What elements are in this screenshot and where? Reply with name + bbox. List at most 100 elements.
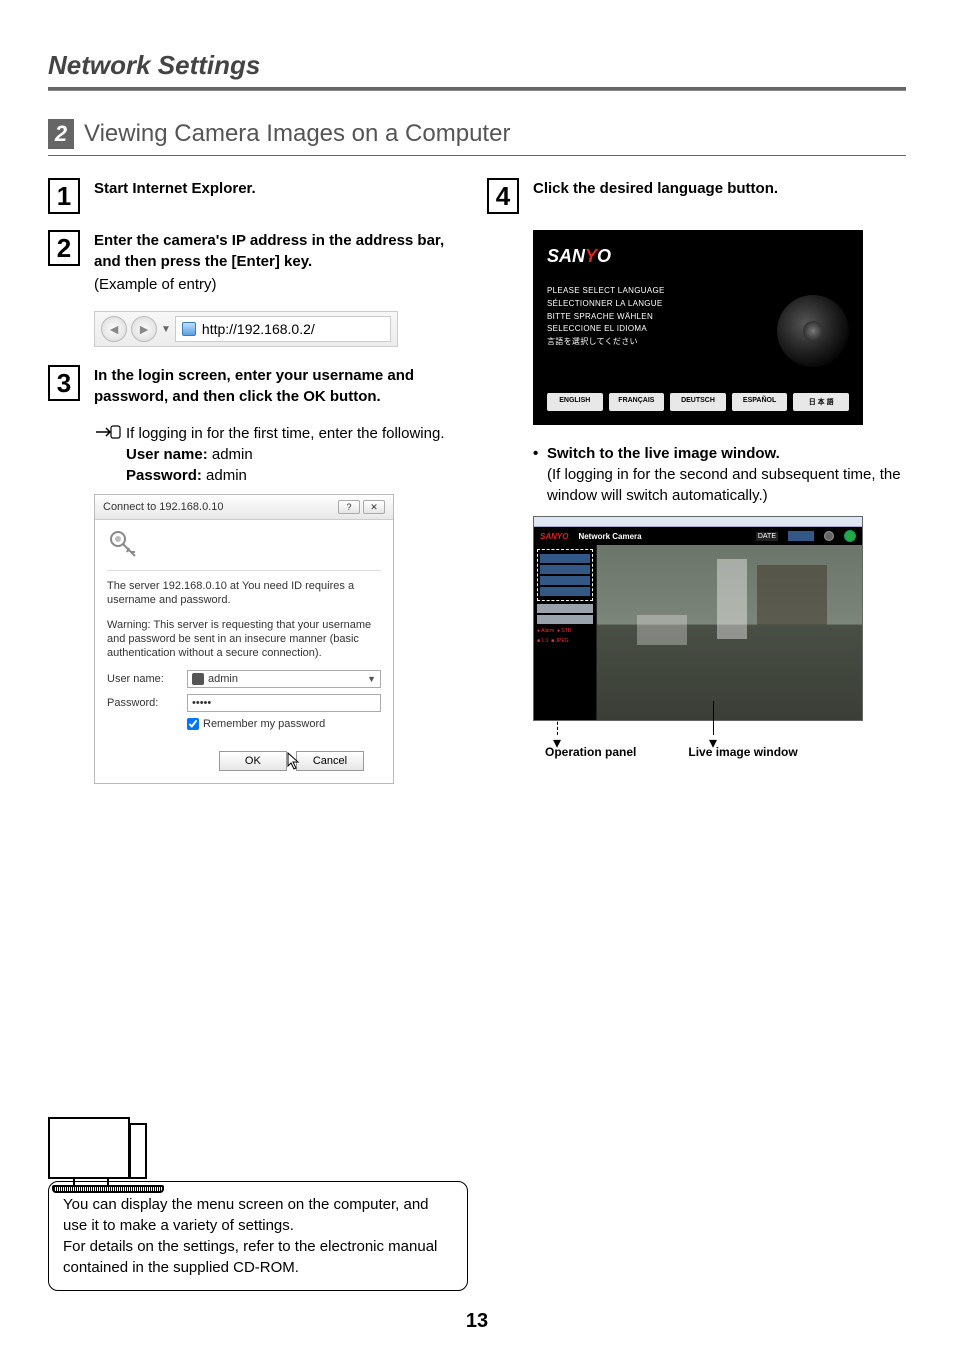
ie-icon (182, 322, 196, 336)
lang-line: SÉLECTIONNER LA LANGUE (547, 298, 665, 311)
step-3: 3 In the login screen, enter your userna… (48, 365, 467, 407)
page-title: Network Settings (48, 50, 906, 81)
tower-icon (129, 1123, 147, 1179)
remember-label: Remember my password (203, 718, 325, 730)
key-icon (107, 528, 139, 560)
panel-button[interactable] (537, 615, 593, 624)
url-field[interactable]: http://192.168.0.2/ (175, 316, 391, 342)
live-title: Network Camera (578, 532, 641, 541)
dlg-username-label: User name: (107, 673, 187, 685)
right-column: 4 Click the desired language button. SAN… (487, 178, 906, 784)
step-heading: In the login screen, enter your username… (94, 365, 467, 407)
dropdown-icon[interactable]: ▼ (367, 674, 376, 684)
nav-back-button[interactable]: ◄ (101, 316, 127, 342)
close-button[interactable]: ✕ (363, 500, 385, 514)
bullet-heading: Switch to the live image window. (547, 445, 780, 462)
operation-panel[interactable]: ● Alarm ● STB ■ 1:1 ■ JPEG (534, 545, 596, 720)
dialog-title: Connect to 192.168.0.10 (103, 501, 223, 513)
step-subtext: (Example of entry) (94, 274, 467, 295)
user-icon (192, 673, 204, 685)
lang-button-japanese[interactable]: 日 本 語 (793, 393, 849, 411)
lang-line: SELECCIONE EL IDIOMA (547, 323, 665, 336)
lang-button-english[interactable]: ENGLISH (547, 393, 603, 411)
title-rule (48, 87, 906, 91)
panel-group-dashed (537, 549, 593, 601)
tip-box: You can display the menu screen on the c… (48, 1181, 468, 1291)
lang-line: BITTE SPRACHE WÄHLEN (547, 311, 665, 324)
dialog-message-2: Warning: This server is requesting that … (107, 618, 381, 661)
live-view-window: SANYO Network Camera DATE ● (533, 516, 863, 721)
panel-button[interactable] (540, 587, 590, 596)
arrow-view-head: ▾ (709, 733, 717, 753)
arrow-panel (557, 691, 558, 735)
dialog-message-1: The server 192.168.0.10 at You need ID r… (107, 579, 381, 608)
dlg-password-value: ••••• (192, 697, 211, 709)
panel-button[interactable] (540, 565, 590, 574)
section-rule (48, 155, 906, 156)
pointer-icon (94, 423, 126, 486)
note-text: If logging in for the first time, enter … (126, 425, 445, 442)
step-4: 4 Click the desired language button. (487, 178, 906, 214)
nav-dropdown-icon[interactable]: ▼ (161, 324, 171, 335)
language-prompt-lines: PLEASE SELECT LANGUAGE SÉLECTIONNER LA L… (547, 285, 665, 367)
dlg-username-field[interactable]: admin ▼ (187, 670, 381, 688)
step-1: 1 Start Internet Explorer. (48, 178, 467, 214)
lang-line: PLEASE SELECT LANGUAGE (547, 285, 665, 298)
live-header: SANYO Network Camera DATE (534, 527, 862, 545)
brand-small: SANYO (540, 532, 568, 541)
tip-line-1: You can display the menu screen on the c… (63, 1196, 429, 1234)
help-button[interactable]: ? (338, 500, 360, 514)
remember-checkbox[interactable] (187, 718, 199, 730)
username-value: admin (212, 446, 253, 463)
step-number: 4 (487, 178, 519, 214)
monitor-icon (48, 1117, 130, 1179)
brand-logo: SANYO (547, 246, 849, 267)
bullet-icon: • (533, 443, 547, 506)
section-number: 2 (48, 119, 74, 149)
panel-button[interactable] (540, 554, 590, 563)
date-value (788, 531, 814, 541)
password-label: Password: (126, 467, 202, 484)
step-2: 2 Enter the camera's IP address in the a… (48, 230, 467, 295)
ok-button[interactable]: OK (219, 751, 287, 771)
panel-button[interactable] (540, 576, 590, 585)
password-value: admin (206, 467, 247, 484)
dlg-password-field[interactable]: ••••• (187, 694, 381, 712)
page-number: 13 (0, 1310, 954, 1333)
username-label: User name: (126, 446, 208, 463)
url-text: http://192.168.0.2/ (202, 321, 315, 337)
step-number: 1 (48, 178, 80, 214)
panel-status: ● Alarm ● STB (537, 628, 593, 634)
browser-toolbar (534, 517, 862, 527)
lang-button-espanol[interactable]: ESPAÑOL (732, 393, 788, 411)
section-header: 2 Viewing Camera Images on a Computer (48, 119, 906, 149)
arrow-view (713, 701, 714, 735)
dlg-username-value: admin (208, 673, 238, 685)
date-label: DATE (756, 532, 778, 541)
caption-live-window: Live image window (688, 745, 797, 759)
lang-line: 言語を選択してください (547, 336, 665, 349)
dialog-titlebar: Connect to 192.168.0.10 ? ✕ (95, 495, 393, 520)
language-select-screen: SANYO PLEASE SELECT LANGUAGE SÉLECTIONNE… (533, 230, 863, 425)
cancel-button[interactable]: Cancel (296, 751, 364, 771)
nav-forward-button[interactable]: ► (131, 316, 157, 342)
cursor-icon (287, 752, 301, 770)
bullet-body: (If logging in for the second and subseq… (547, 466, 901, 504)
panel-status: ■ 1:1 ■ JPEG (537, 638, 593, 644)
step-heading: Click the desired language button. (533, 180, 778, 197)
panel-button[interactable] (537, 604, 593, 613)
record-icon[interactable] (844, 530, 856, 542)
live-image-window[interactable] (596, 545, 862, 720)
tip-line-2: For details on the settings, refer to th… (63, 1238, 437, 1276)
lang-button-francais[interactable]: FRANÇAIS (609, 393, 665, 411)
address-bar: ◄ ► ▼ http://192.168.0.2/ (94, 311, 398, 347)
camera-illustration (777, 295, 849, 367)
speaker-icon[interactable] (824, 531, 834, 541)
arrow-panel-head: ▾ (553, 733, 561, 753)
brand-part: SAN (547, 246, 585, 266)
dlg-password-label: Password: (107, 697, 187, 709)
lang-button-deutsch[interactable]: DEUTSCH (670, 393, 726, 411)
login-dialog: Connect to 192.168.0.10 ? ✕ The server 1… (94, 494, 394, 784)
brand-part-red: Y (585, 246, 597, 266)
step-number: 3 (48, 365, 80, 401)
